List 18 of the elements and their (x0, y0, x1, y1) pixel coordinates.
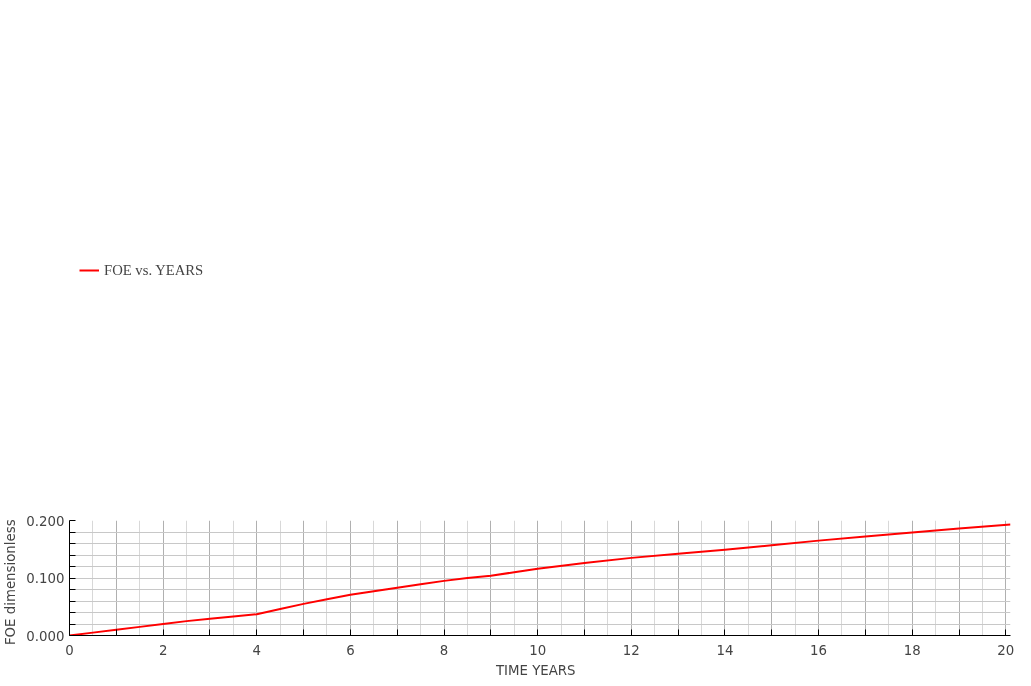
x-axis-title: TIME YEARS (494, 662, 576, 678)
legend-label: FOE vs. YEARS (104, 261, 204, 279)
x-tick-label: 0 (65, 642, 74, 658)
x-tick-label: 20 (997, 642, 1015, 658)
y-axis-title: FOE dimensionless (3, 519, 19, 646)
x-tick-label: 14 (716, 642, 734, 658)
x-tick-label: 10 (529, 642, 547, 658)
x-tick-label: 12 (622, 642, 640, 658)
x-tick-label: 16 (810, 642, 828, 658)
y-tick-label: 0.000 (26, 628, 65, 644)
x-tick-label: 4 (252, 642, 262, 658)
y-tick-label: 0.100 (26, 571, 65, 586)
x-tick-label: 2 (158, 642, 168, 658)
x-tick-label: 18 (903, 642, 921, 658)
x-tick-label: 6 (346, 642, 355, 658)
line-series (69, 523, 1011, 636)
y-tick-label: 0.200 (26, 513, 65, 529)
x-tick-label: 8 (439, 642, 449, 658)
